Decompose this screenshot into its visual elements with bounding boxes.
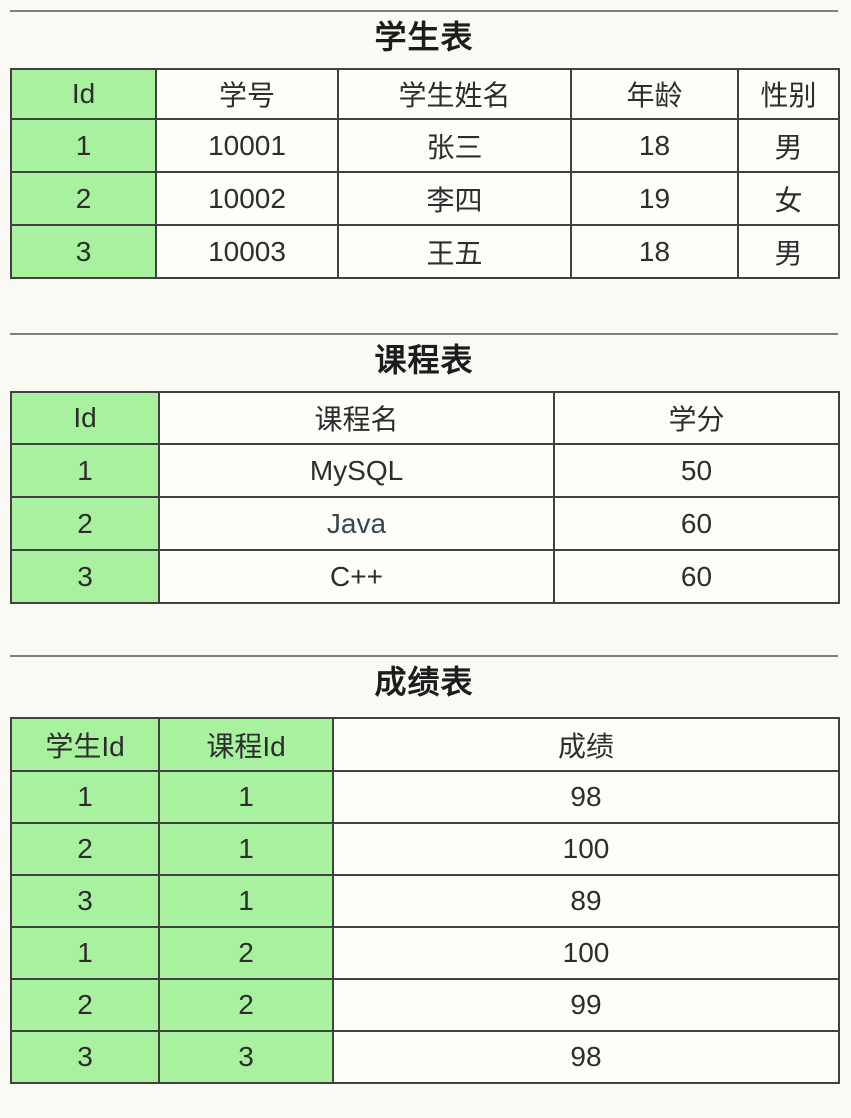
table-cell: 1 bbox=[10, 118, 157, 173]
table-header-cell: 学号 bbox=[155, 68, 339, 120]
students-table: Id 学号 学生姓名 年龄 性别 1 10001 张三 18 男 2 10002 李四 19 女 3 1000… bbox=[10, 68, 840, 279]
table-row: 2 1 100 bbox=[10, 822, 840, 876]
table-cell: 男 bbox=[737, 224, 840, 279]
table-cell: 3 bbox=[10, 874, 160, 928]
table-cell: MySQL bbox=[158, 443, 555, 498]
table-cell: 王五 bbox=[337, 224, 572, 279]
table-cell: 10001 bbox=[155, 118, 339, 173]
content-column: 学生表 Id 学号 学生姓名 年龄 性别 1 10001 张三 18 男 2 10002 李四 19 女 3… bbox=[0, 10, 840, 1084]
table-cell: 19 bbox=[570, 171, 739, 226]
table-header-row: Id 学号 学生姓名 年龄 性别 bbox=[10, 68, 840, 120]
table-cell: 1 bbox=[10, 926, 160, 980]
table-cell: 1 bbox=[158, 822, 334, 876]
table-row: 3 C++ 60 bbox=[10, 549, 840, 604]
table-header-cell: 课程Id bbox=[158, 717, 334, 772]
table-cell: 1 bbox=[158, 874, 334, 928]
scores-table-title: 成绩表 bbox=[374, 664, 474, 700]
table-cell: 60 bbox=[553, 549, 840, 604]
table-cell: 98 bbox=[332, 770, 840, 824]
table-header-cell: 学分 bbox=[553, 391, 840, 445]
table-cell: 1 bbox=[10, 770, 160, 824]
table-cell: 98 bbox=[332, 1030, 840, 1084]
table-row: 2 10002 李四 19 女 bbox=[10, 171, 840, 226]
table-cell: 18 bbox=[570, 118, 739, 173]
table-cell: 89 bbox=[332, 874, 840, 928]
section-divider bbox=[10, 10, 838, 12]
table-header-cell: 课程名 bbox=[158, 391, 555, 445]
table-cell: 50 bbox=[553, 443, 840, 498]
table-cell: 60 bbox=[553, 496, 840, 551]
section-divider bbox=[10, 655, 838, 657]
table-row: 3 3 98 bbox=[10, 1030, 840, 1084]
table-cell: 张三 bbox=[337, 118, 572, 173]
table-header-cell: 性别 bbox=[737, 68, 840, 120]
table-row: 1 2 100 bbox=[10, 926, 840, 980]
table-row: 2 2 99 bbox=[10, 978, 840, 1032]
table-cell: 2 bbox=[10, 822, 160, 876]
section-divider bbox=[10, 333, 838, 335]
courses-table-section: 课程表 Id 课程名 学分 1 MySQL 50 2 Java 60 3 C++ 60 bbox=[10, 333, 840, 604]
page-background: { "theme": { "background": "#fbf9f4", "c… bbox=[0, 10, 851, 1118]
table-row: 1 1 98 bbox=[10, 770, 840, 824]
table-cell: 99 bbox=[332, 978, 840, 1032]
table-cell: 3 bbox=[10, 549, 160, 604]
table-row: 3 10003 王五 18 男 bbox=[10, 224, 840, 279]
table-cell: 2 bbox=[158, 926, 334, 980]
table-cell: 1 bbox=[158, 770, 334, 824]
table-cell: 女 bbox=[737, 171, 840, 226]
courses-table: Id 课程名 学分 1 MySQL 50 2 Java 60 3 C++ 60 bbox=[10, 391, 840, 604]
table-cell: 3 bbox=[158, 1030, 334, 1084]
table-cell: 18 bbox=[570, 224, 739, 279]
table-cell: 10003 bbox=[155, 224, 339, 279]
students-table-section: 学生表 Id 学号 学生姓名 年龄 性别 1 10001 张三 18 男 2 10002 李四 19 女 3… bbox=[10, 10, 840, 279]
table-row: 1 10001 张三 18 男 bbox=[10, 118, 840, 173]
courses-table-title: 课程表 bbox=[374, 342, 474, 378]
table-cell: 2 bbox=[158, 978, 334, 1032]
table-cell: 3 bbox=[10, 224, 157, 279]
table-cell: Java bbox=[158, 496, 555, 551]
table-header-cell: 学生Id bbox=[10, 717, 160, 772]
table-cell: 100 bbox=[332, 822, 840, 876]
table-cell: 2 bbox=[10, 496, 160, 551]
table-header-cell: Id bbox=[10, 391, 160, 445]
table-cell: 男 bbox=[737, 118, 840, 173]
table-cell: 100 bbox=[332, 926, 840, 980]
scores-table-section: 成绩表 学生Id 课程Id 成绩 1 1 98 2 1 100 3 1 89 1 2 100 2 2 99 3 3 9… bbox=[10, 655, 840, 1084]
table-cell: 3 bbox=[10, 1030, 160, 1084]
students-table-title: 学生表 bbox=[374, 19, 474, 55]
table-row: 1 MySQL 50 bbox=[10, 443, 840, 498]
scores-table: 学生Id 课程Id 成绩 1 1 98 2 1 100 3 1 89 1 2 100 2 2 99 3 3 98 bbox=[10, 717, 840, 1084]
table-cell: 10002 bbox=[155, 171, 339, 226]
table-cell: 1 bbox=[10, 443, 160, 498]
table-cell: C++ bbox=[158, 549, 555, 604]
table-row: 3 1 89 bbox=[10, 874, 840, 928]
table-row: 2 Java 60 bbox=[10, 496, 840, 551]
table-header-cell: 成绩 bbox=[332, 717, 840, 772]
table-cell: 2 bbox=[10, 978, 160, 1032]
table-header-row: Id 课程名 学分 bbox=[10, 391, 840, 445]
table-cell: 李四 bbox=[337, 171, 572, 226]
table-header-cell: 年龄 bbox=[570, 68, 739, 120]
table-cell: 2 bbox=[10, 171, 157, 226]
table-header-cell: 学生姓名 bbox=[337, 68, 572, 120]
table-header-cell: Id bbox=[10, 68, 157, 120]
table-header-row: 学生Id 课程Id 成绩 bbox=[10, 717, 840, 772]
